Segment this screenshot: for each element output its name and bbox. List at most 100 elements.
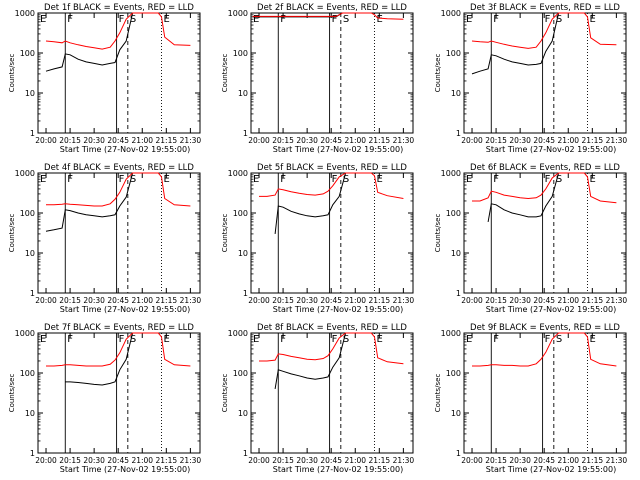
x-tick-label: 20:15 xyxy=(485,136,507,145)
event-marker-label-F: F xyxy=(280,334,286,345)
x-tick-label: 21:00 xyxy=(344,456,366,465)
x-tick-label: 20:15 xyxy=(272,296,294,305)
y-axis-label: Counts/sec xyxy=(434,374,442,413)
x-tick-label: 20:00 xyxy=(248,456,270,465)
y-tick-label: 100 xyxy=(233,209,248,218)
series-line-events xyxy=(471,12,585,75)
x-tick-label: 21:00 xyxy=(131,456,153,465)
y-tick-label: 1 xyxy=(456,129,461,138)
x-tick-label: 21:15 xyxy=(369,296,391,305)
event-marker-label-F: F xyxy=(493,14,499,25)
x-tick-label: 20:00 xyxy=(35,296,57,305)
event-marker-label-S: S xyxy=(556,174,562,185)
y-tick-label: 100 xyxy=(20,369,35,378)
x-tick-label: 21:15 xyxy=(156,136,178,145)
plot-frame xyxy=(463,332,627,454)
panel-det4f: Det 4f BLACK = Events, RED = LLD 1 10 100 10… xyxy=(8,163,201,314)
event-marker-label-E: E xyxy=(253,174,259,185)
x-tick-label: 20:15 xyxy=(59,136,81,145)
y-tick-label: 100 xyxy=(446,209,461,218)
y-tick-label: 100 xyxy=(446,49,461,58)
event-marker-label-E: E xyxy=(164,14,170,25)
y-tick-label: 1000 xyxy=(228,9,248,18)
x-axis-label: Start Time (27-Nov-02 19:55:00) xyxy=(486,145,616,154)
series-line-lld xyxy=(471,12,617,49)
series-line-lld xyxy=(252,12,404,20)
y-tick-label: 1 xyxy=(456,449,461,458)
y-tick-label: 10 xyxy=(25,249,35,258)
event-marker-label-E: E xyxy=(164,334,170,345)
y-tick-label: 100 xyxy=(20,49,35,58)
x-tick-label: 20:45 xyxy=(107,136,129,145)
x-axis-label: Start Time (27-Nov-02 19:55:00) xyxy=(60,465,190,474)
series-line-events xyxy=(45,12,159,72)
panel-title: Det 6f BLACK = Events, RED = LLD xyxy=(470,163,620,173)
x-tick-label: 20:15 xyxy=(272,456,294,465)
x-axis-label: Start Time (27-Nov-02 19:55:00) xyxy=(486,305,616,314)
event-marker-label-E: E xyxy=(253,334,259,345)
y-tick-label: 10 xyxy=(238,409,248,418)
x-tick-label: 21:15 xyxy=(582,296,604,305)
x-tick-label: 20:15 xyxy=(59,456,81,465)
series-line-lld xyxy=(46,332,191,367)
event-marker-label-F: F xyxy=(332,14,338,25)
x-tick-label: 21:00 xyxy=(557,456,579,465)
y-tick-label: 1000 xyxy=(441,9,461,18)
x-tick-label: 21:15 xyxy=(156,456,178,465)
event-marker-label-S: S xyxy=(130,174,136,185)
x-axis-label: Start Time (27-Nov-02 19:55:00) xyxy=(273,465,403,474)
x-axis-label: Start Time (27-Nov-02 19:55:00) xyxy=(60,145,190,154)
plot-frame xyxy=(463,172,627,294)
x-tick-label: 20:00 xyxy=(461,136,483,145)
event-marker-label-F: F xyxy=(545,14,551,25)
event-marker-label-S: S xyxy=(130,14,136,25)
event-marker-label-S: S xyxy=(343,334,349,345)
series-line-events xyxy=(487,172,585,222)
x-tick-label: 21:30 xyxy=(393,456,415,465)
event-marker-label-F: F xyxy=(67,334,73,345)
x-tick-label: 21:00 xyxy=(557,296,579,305)
y-tick-label: 1 xyxy=(243,289,248,298)
x-tick-label: 20:30 xyxy=(296,296,318,305)
x-tick-label: 20:15 xyxy=(485,296,507,305)
y-tick-label: 10 xyxy=(25,89,35,98)
panel-title: Det 9f BLACK = Events, RED = LLD xyxy=(470,323,620,333)
x-tick-label: 21:00 xyxy=(557,136,579,145)
event-marker-label-S: S xyxy=(556,14,562,25)
x-tick-label: 21:30 xyxy=(393,296,415,305)
x-tick-label: 21:00 xyxy=(344,136,366,145)
event-marker-label-F: F xyxy=(493,334,499,345)
x-tick-label: 20:30 xyxy=(83,456,105,465)
series-line-lld xyxy=(259,172,404,199)
event-marker-label-F: F xyxy=(545,334,551,345)
y-tick-label: 10 xyxy=(451,409,461,418)
y-tick-label: 10 xyxy=(238,249,248,258)
x-tick-label: 21:15 xyxy=(582,136,604,145)
event-marker-label-E: E xyxy=(466,174,472,185)
event-marker-label-S: S xyxy=(343,14,349,25)
x-tick-label: 20:30 xyxy=(296,136,318,145)
panel-title: Det 7f BLACK = Events, RED = LLD xyxy=(44,323,194,333)
event-marker-label-E: E xyxy=(466,334,472,345)
y-tick-label: 1 xyxy=(243,129,248,138)
y-axis-label: Counts/sec xyxy=(221,54,229,93)
x-tick-label: 20:15 xyxy=(59,296,81,305)
x-tick-label: 20:30 xyxy=(83,296,105,305)
event-marker-label-F: F xyxy=(119,14,125,25)
y-tick-label: 1000 xyxy=(441,169,461,178)
y-tick-label: 10 xyxy=(25,409,35,418)
event-marker-label-E: E xyxy=(377,174,383,185)
x-tick-label: 21:00 xyxy=(344,296,366,305)
panel-det6f: Det 6f BLACK = Events, RED = LLD 1 10 100 10… xyxy=(434,163,627,314)
event-marker-label-S: S xyxy=(130,334,136,345)
x-tick-label: 21:15 xyxy=(582,456,604,465)
panel-det3f: Det 3f BLACK = Events, RED = LLD 1 10 100 10… xyxy=(434,3,627,154)
event-marker-label-F: F xyxy=(67,174,73,185)
x-tick-label: 20:45 xyxy=(320,136,342,145)
event-marker-label-E: E xyxy=(377,334,383,345)
x-tick-label: 21:00 xyxy=(131,296,153,305)
panel-det9f: Det 9f BLACK = Events, RED = LLD 1 10 100 10… xyxy=(434,323,627,474)
y-tick-label: 1000 xyxy=(15,169,35,178)
event-marker-label-S: S xyxy=(556,334,562,345)
